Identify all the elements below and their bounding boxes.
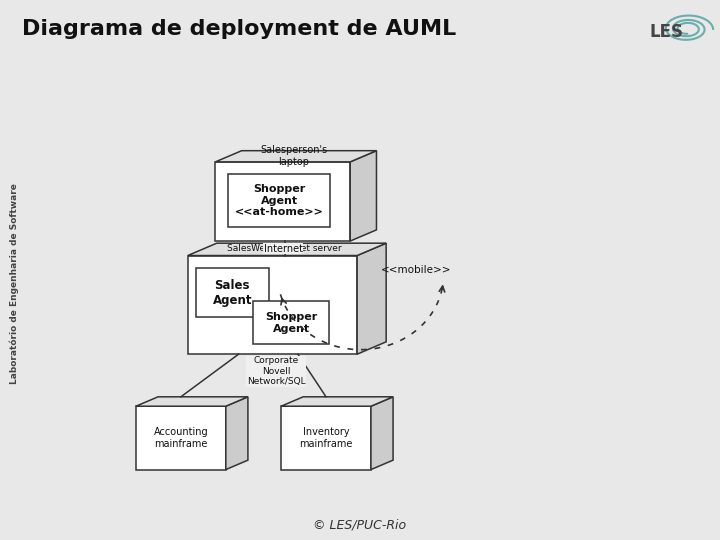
Polygon shape: [226, 397, 248, 470]
Text: Laboratório de Engenharia de Software: Laboratório de Engenharia de Software: [9, 184, 19, 384]
Text: Sales
Agent: Sales Agent: [212, 279, 252, 307]
Polygon shape: [188, 243, 386, 255]
Text: Salesperson's
laptop: Salesperson's laptop: [261, 145, 328, 166]
Polygon shape: [228, 174, 330, 227]
Text: Diagrama de deployment de AUML: Diagrama de deployment de AUML: [22, 19, 456, 39]
Text: Corporate
Novell
Network/SQL: Corporate Novell Network/SQL: [247, 356, 305, 386]
Text: LES: LES: [649, 23, 683, 41]
Text: Shopper
Agent: Shopper Agent: [266, 312, 318, 334]
Polygon shape: [188, 255, 357, 354]
Text: Internet: Internet: [264, 244, 302, 254]
Polygon shape: [215, 162, 350, 241]
Text: Accounting
mainframe: Accounting mainframe: [153, 427, 208, 449]
Text: © LES/PUC-Rio: © LES/PUC-Rio: [313, 518, 407, 532]
Polygon shape: [136, 397, 248, 406]
Polygon shape: [357, 243, 386, 354]
Polygon shape: [196, 268, 269, 317]
Polygon shape: [281, 406, 371, 470]
Text: Inventory
mainframe: Inventory mainframe: [300, 427, 353, 449]
Text: SalesWeb Internet server: SalesWeb Internet server: [228, 244, 342, 253]
Text: <<mobile>>: <<mobile>>: [381, 266, 451, 275]
Text: Shopper
Agent
<<at-home>>: Shopper Agent <<at-home>>: [235, 184, 323, 218]
Polygon shape: [215, 151, 377, 162]
Polygon shape: [350, 151, 377, 241]
Polygon shape: [371, 397, 393, 470]
Polygon shape: [136, 406, 226, 470]
Polygon shape: [281, 397, 393, 406]
Polygon shape: [253, 301, 330, 344]
